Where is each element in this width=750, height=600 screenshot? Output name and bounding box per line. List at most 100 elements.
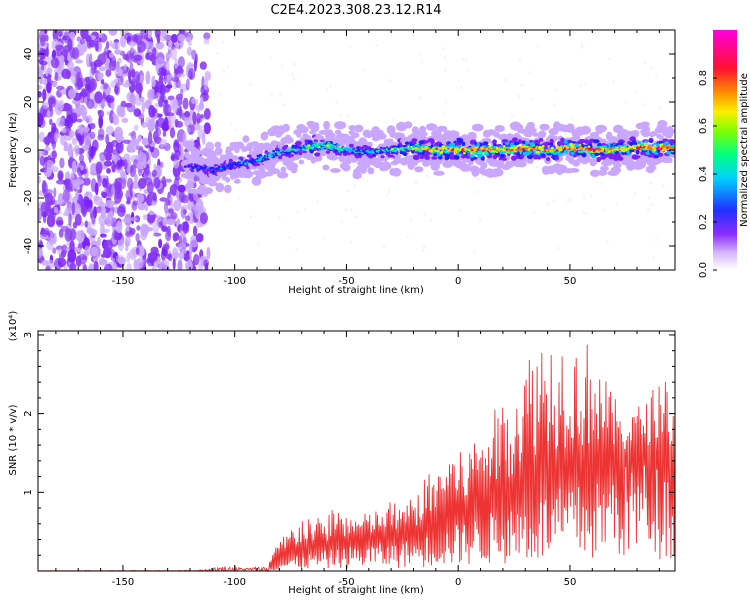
spectrogram-noise-blob bbox=[195, 104, 202, 113]
spectrogram-ridge-point bbox=[594, 146, 598, 149]
spectrogram-ridge-point bbox=[269, 142, 274, 149]
spectrogram-noise-blob bbox=[203, 259, 210, 267]
spectrogram-noise-blob bbox=[133, 259, 138, 270]
spectrogram-noise-blob bbox=[199, 212, 208, 224]
spectrogram-noise-blob bbox=[133, 108, 141, 117]
spectrogram-noise-blob bbox=[180, 194, 189, 204]
colorbar-tick-label: 0.6 bbox=[698, 118, 709, 134]
spectrogram-noise-blob bbox=[174, 118, 179, 128]
spectrogram-noise-blob bbox=[58, 30, 63, 37]
spectrogram-y-tick-label: -40 bbox=[23, 238, 34, 254]
spectrogram-noise-blob bbox=[203, 108, 211, 120]
colorbar: 0.0 0.2 0.4 0.6 0.8 Normalized spectral ampl… bbox=[698, 30, 750, 278]
spectrogram-noise-blob bbox=[38, 208, 43, 221]
spectrogram-faint-point bbox=[581, 45, 584, 49]
spectrogram-ridge-point bbox=[656, 149, 661, 154]
spectrogram-ridge-point bbox=[461, 141, 466, 146]
spectrogram-ridge-point bbox=[516, 152, 521, 157]
spectrogram-ridge-point bbox=[476, 142, 480, 147]
spectrogram-faint-point bbox=[458, 209, 461, 213]
spectrogram-noise-blob bbox=[156, 127, 162, 137]
spectrogram-faint-point bbox=[344, 208, 347, 212]
spectrogram-ridge-point bbox=[515, 146, 519, 149]
spectrogram-ridge-point bbox=[533, 139, 541, 146]
spectrogram-ridge-point bbox=[592, 139, 600, 144]
spectrogram-noise-blob bbox=[120, 100, 127, 108]
spectrogram-ridge-point bbox=[454, 154, 460, 160]
spectrogram-ridge-point bbox=[307, 140, 313, 145]
spectrogram-faint-point bbox=[349, 45, 352, 49]
spectrogram-noise-blob bbox=[56, 85, 65, 90]
spectrogram-noise-blob bbox=[194, 98, 199, 106]
spectrogram-ridge-point bbox=[417, 148, 421, 151]
spectrogram-ridge-point bbox=[271, 158, 277, 163]
spectrogram-noise-blob bbox=[163, 99, 169, 105]
spectrogram-ridge-point bbox=[383, 161, 389, 168]
spectrogram-noise-blob bbox=[175, 40, 180, 49]
spectrogram-noise-blob bbox=[141, 137, 150, 146]
spectrogram-faint-point bbox=[650, 65, 653, 69]
spectrogram-noise-blob bbox=[135, 233, 140, 243]
spectrogram-ridge-point bbox=[192, 166, 196, 169]
spectrogram-ridge-point bbox=[630, 146, 633, 148]
spectrogram-ridge-point bbox=[595, 124, 607, 133]
colorbar-gradient bbox=[713, 30, 737, 270]
spectrogram-ridge-point bbox=[631, 131, 639, 138]
spectrogram-ridge-point bbox=[334, 121, 347, 130]
spectrogram-ridge-point bbox=[374, 152, 378, 155]
spectrogram-noise-blob bbox=[112, 112, 116, 118]
spectrogram-faint-point bbox=[288, 236, 291, 240]
spectrogram-ridge-point bbox=[302, 150, 307, 154]
spectrogram-noise-blob bbox=[203, 122, 211, 135]
spectrogram-noise-blob bbox=[57, 170, 64, 181]
spectrogram-ridge-point bbox=[600, 165, 609, 171]
spectrogram-noise-blob bbox=[98, 32, 103, 38]
spectrogram-noise-blob bbox=[135, 82, 143, 95]
spectrogram-ridge-point bbox=[338, 152, 342, 156]
spectrogram-ridge-point bbox=[247, 154, 252, 158]
spectrogram-noise-blob bbox=[62, 188, 70, 203]
spectrogram-ridge-point bbox=[394, 149, 397, 153]
spectrogram-ridge-point bbox=[282, 123, 290, 133]
spectrogram-faint-point bbox=[316, 200, 319, 204]
spectrogram-ridge-point bbox=[433, 149, 437, 152]
spectrogram-ridge-point bbox=[430, 144, 434, 149]
spectrogram-noise-blob bbox=[192, 111, 197, 126]
spectrogram-ridge-point bbox=[433, 153, 438, 157]
spectrogram-noise-blob bbox=[177, 33, 186, 43]
spectrogram-noise-blob bbox=[65, 69, 71, 80]
spectrogram-ridge-point bbox=[354, 124, 364, 133]
spectrogram-x-tick-label: 0 bbox=[455, 276, 461, 287]
spectrogram-ridge-point bbox=[224, 169, 230, 174]
spectrogram-ridge-point bbox=[391, 167, 402, 177]
spectrogram-ridge-point bbox=[359, 137, 366, 143]
spectrogram-ridge-point bbox=[522, 151, 528, 156]
spectrogram-ridge-point bbox=[577, 148, 580, 150]
spectrogram-noise-blob bbox=[174, 58, 178, 70]
spectrogram-noise-blob bbox=[159, 30, 168, 42]
spectrogram-faint-point bbox=[424, 212, 427, 216]
spectrogram-faint-point bbox=[518, 57, 521, 61]
spectrogram-noise-blob bbox=[171, 152, 175, 161]
spectrogram-ridge-point bbox=[246, 165, 250, 170]
spectrogram-ridge-point bbox=[235, 141, 244, 149]
spectrogram-faint-point bbox=[662, 184, 665, 188]
spectrogram-ridge-point bbox=[300, 145, 304, 148]
spectrogram-ridge-point bbox=[414, 143, 419, 146]
spectrogram-noise-blob bbox=[51, 149, 57, 160]
spectrogram-ridge-point bbox=[600, 149, 605, 153]
spectrogram-ridge-point bbox=[206, 166, 210, 169]
spectrogram-ridge-point bbox=[595, 148, 599, 151]
spectrogram-ridge-point bbox=[580, 125, 591, 135]
spectrogram-faint-point bbox=[659, 106, 662, 110]
spectrogram-faint-point bbox=[462, 57, 465, 61]
spectrogram-noise-blob bbox=[194, 207, 202, 218]
spectrogram-noise-blob bbox=[97, 72, 104, 78]
spectrogram-noise-blob bbox=[115, 188, 124, 200]
spectrogram-noise-blob bbox=[54, 71, 59, 81]
spectrogram-ridge-point bbox=[545, 149, 548, 152]
spectrogram-faint-point bbox=[226, 64, 229, 68]
spectrogram-noise-blob bbox=[104, 239, 113, 252]
spectrogram-faint-point bbox=[202, 126, 205, 130]
spectrogram-ridge-point bbox=[401, 146, 405, 150]
